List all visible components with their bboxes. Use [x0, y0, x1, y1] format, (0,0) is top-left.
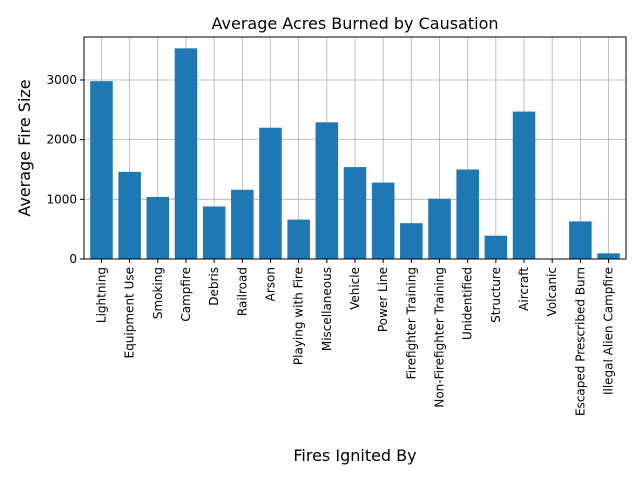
bar: [146, 196, 170, 259]
y-tick-label: 0: [69, 252, 77, 266]
bar: [315, 122, 339, 259]
bar: [287, 219, 310, 259]
bar: [343, 167, 367, 259]
x-tick-label: Unidentified: [461, 267, 475, 340]
y-tick-label: 1000: [46, 192, 77, 206]
bar: [371, 182, 395, 259]
x-tick-label: Non-Firefighter Training: [433, 267, 447, 408]
x-tick-label: Campfire: [179, 267, 193, 322]
bar: [259, 127, 282, 259]
x-tick-label: Equipment Use: [123, 267, 137, 358]
bar: [400, 223, 423, 259]
bars: [90, 48, 620, 260]
x-tick-label: Aircraft: [517, 267, 531, 311]
bar: [512, 111, 536, 259]
bar: [484, 235, 508, 259]
x-tick-label: Railroad: [235, 267, 249, 316]
chart-title: Average Acres Burned by Causation: [212, 14, 499, 33]
x-tick-label: Miscellaneous: [320, 267, 334, 351]
bar: [231, 189, 254, 259]
y-tick-label: 3000: [46, 73, 77, 87]
y-tick-label: 2000: [46, 133, 77, 147]
x-tick-label: Power Line: [376, 267, 390, 332]
bar: [202, 206, 226, 259]
x-tick-label: Structure: [489, 267, 503, 323]
x-tick-label: Illegal Alien Campfire: [602, 267, 616, 395]
x-tick-label: Volcanic: [545, 267, 559, 316]
bar: [90, 81, 113, 260]
bar: [569, 221, 592, 259]
y-axis-ticks: 0 1000 2000 3000: [46, 73, 84, 266]
x-tick-label: Playing with Fire: [292, 267, 306, 365]
bar: [174, 48, 198, 259]
bar: [118, 171, 141, 259]
x-tick-label: Firefighter Training: [404, 267, 418, 379]
y-axis-label: Average Fire Size: [15, 79, 34, 216]
x-tick-label: Arson: [263, 267, 277, 301]
x-tick-label: Smoking: [151, 267, 165, 319]
bar: [456, 169, 479, 259]
x-tick-label: Debris: [207, 267, 221, 306]
x-tick-label: Lightning: [94, 267, 108, 323]
x-axis-ticks: Lightning Equipment Use Smoking Campfire Deb…: [94, 259, 616, 416]
x-tick-label: Vehicle: [348, 267, 362, 310]
bar: [428, 198, 451, 259]
x-axis-label: Fires Ignited By: [293, 446, 416, 465]
bar: [597, 253, 620, 259]
x-tick-label: Escaped Prescribed Burn: [573, 267, 587, 416]
